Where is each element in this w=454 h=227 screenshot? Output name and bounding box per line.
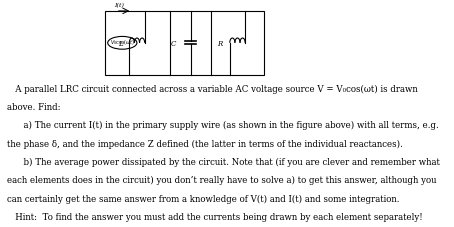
Text: A parallel LRC circuit connected across a variable AC voltage source V = V₀cos(ω: A parallel LRC circuit connected across … — [7, 84, 418, 93]
Text: Hint:  To find the answer you must add the currents being drawn by each element : Hint: To find the answer you must add th… — [7, 212, 423, 221]
Text: C: C — [171, 40, 176, 48]
Text: each elements does in the circuit) you don’t really have to solve a) to get this: each elements does in the circuit) you d… — [7, 175, 437, 185]
Text: L: L — [118, 40, 123, 48]
Text: can certainly get the same answer from a knowledge of V(t) and I(t) and some int: can certainly get the same answer from a… — [7, 194, 400, 203]
Text: above. Find:: above. Find: — [7, 102, 61, 111]
Text: R: R — [217, 40, 223, 48]
Text: b) The average power dissipated by the circuit. Note that (if you are clever and: b) The average power dissipated by the c… — [7, 157, 440, 166]
Bar — [105, 12, 264, 75]
Text: $V_0$cos($\omega t$): $V_0$cos($\omega t$) — [110, 37, 135, 47]
Text: the phase δ, and the impedance Z defined (the latter in terms of the individual : the phase δ, and the impedance Z defined… — [7, 139, 403, 148]
Text: I(t): I(t) — [114, 3, 124, 8]
Text: a) The current I(t) in the primary supply wire (as shown in the figure above) wi: a) The current I(t) in the primary suppl… — [7, 121, 439, 130]
